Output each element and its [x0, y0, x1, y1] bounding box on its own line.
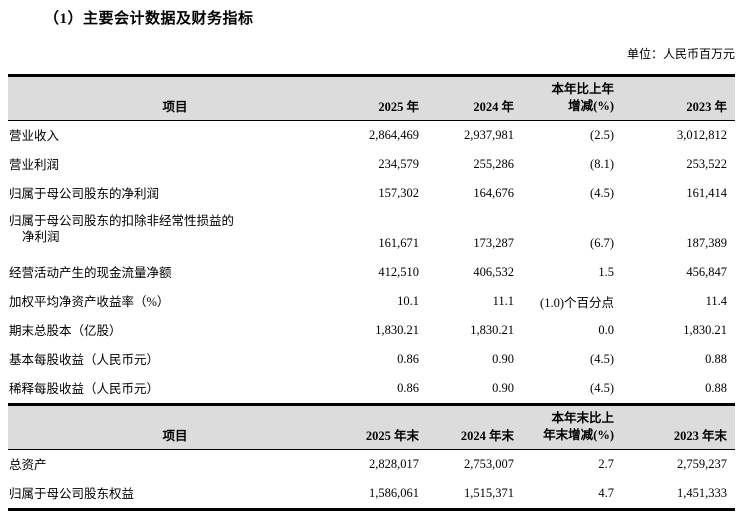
table-row: 期末总股本（亿股） 1,830.21 1,830.21 0.0 1,830.21 [8, 316, 735, 345]
row-label: 营业收入 [9, 128, 60, 143]
table-header-row: 项目 2025 年末 2024 年末 本年末比上 年末增减(%) 2023 年末 [8, 406, 735, 450]
header-change-line1: 本年末比上 [551, 411, 614, 425]
row-label-line1: 归属于母公司股东的扣除非经常性损益的 [9, 214, 235, 228]
value-2025: 234,579 [378, 157, 419, 171]
table-row: 归属于母公司股东的净利润 157,302 164,676 (4.5) 161,4… [8, 179, 735, 208]
table-row: 归属于母公司股东权益 1,586,061 1,515,371 4.7 1,451… [8, 479, 735, 508]
value-2024: 0.90 [492, 381, 514, 395]
row-label: 归属于母公司股东的扣除非经常性损益的 净利润 [8, 208, 342, 245]
row-label: 总资产 [9, 457, 47, 472]
value-2024: 2,753,007 [464, 457, 514, 471]
row-label: 期末总股本（亿股） [9, 323, 122, 338]
header-item: 项目 [162, 429, 188, 443]
value-2025: 161,671 [378, 236, 419, 250]
value-2024: 406,532 [473, 265, 514, 279]
value-2024: 0.90 [492, 352, 514, 366]
header-change-line2: 年末增减(%) [543, 428, 614, 442]
header-2023-end: 2023 年末 [673, 429, 727, 443]
header-2024: 2024 年 [473, 100, 514, 114]
header-change: 本年比上年 增减(%) [522, 81, 622, 115]
value-2025: 412,510 [378, 265, 419, 279]
table-row: 营业收入 2,864,469 2,937,981 (2.5) 3,012,812 [8, 121, 735, 150]
table-row: 营业利润 234,579 255,286 (8.1) 253,522 [8, 150, 735, 179]
value-change: (4.5) [590, 352, 614, 366]
value-2025: 0.86 [397, 352, 419, 366]
unit-label: 单位：人民币百万元 [626, 47, 735, 61]
value-change: 4.7 [598, 486, 614, 500]
row-label: 归属于母公司股东的净利润 [9, 186, 160, 201]
value-2024: 1,830.21 [470, 323, 514, 337]
value-change: (8.1) [590, 157, 614, 171]
value-2025: 0.86 [397, 381, 419, 395]
value-2025: 2,864,469 [369, 128, 419, 142]
header-2023: 2023 年 [686, 100, 727, 114]
header-2025: 2025 年 [378, 100, 419, 114]
table-row: 总资产 2,828,017 2,753,007 2.7 2,759,237 [8, 450, 735, 479]
value-change: (1.0)个百分点 [540, 296, 614, 310]
row-label: 经营活动产生的现金流量净额 [9, 265, 172, 280]
page-title: （1）主要会计数据及财务指标 [44, 11, 254, 27]
value-2023: 253,522 [686, 157, 727, 171]
value-2025: 1,586,061 [369, 486, 419, 500]
value-2024: 2,937,981 [464, 128, 514, 142]
value-change: (6.7) [590, 236, 614, 250]
value-2023: 0.88 [705, 381, 727, 395]
table-row: 经营活动产生的现金流量净额 412,510 406,532 1.5 456,84… [8, 258, 735, 287]
header-item: 项目 [162, 100, 188, 114]
table-row: 归属于母公司股东的扣除非经常性损益的 净利润 161,671 173,287 (… [8, 208, 735, 258]
value-2023: 3,012,812 [677, 128, 727, 142]
table-row: 加权平均净资产收益率（%） 10.1 11.1 (1.0)个百分点 11.4 [8, 287, 735, 316]
report-page: （1）主要会计数据及财务指标 单位：人民币百万元 项目 2025 年 2024 … [0, 7, 736, 517]
value-2023: 2,759,237 [677, 457, 727, 471]
value-2024: 1,515,371 [464, 486, 514, 500]
value-2024: 164,676 [473, 186, 514, 200]
value-change: 1.5 [598, 265, 614, 279]
value-change: (2.5) [590, 128, 614, 142]
value-2023: 187,389 [686, 236, 727, 250]
value-2025: 157,302 [378, 186, 419, 200]
value-2023: 1,451,333 [677, 486, 727, 500]
table-row: 稀释每股收益（人民币元） 0.86 0.90 (4.5) 0.88 [8, 374, 735, 403]
value-change: (4.5) [590, 381, 614, 395]
value-2023: 161,414 [686, 186, 727, 200]
value-2023: 1,830.21 [683, 323, 727, 337]
year-end-data-table: 项目 2025 年末 2024 年末 本年末比上 年末增减(%) 2023 年末… [8, 406, 735, 511]
value-2023: 0.88 [705, 352, 727, 366]
header-change: 本年末比上 年末增减(%) [522, 410, 622, 444]
value-2024: 11.1 [492, 294, 514, 308]
value-2023: 11.4 [705, 294, 727, 308]
row-label: 归属于母公司股东权益 [9, 486, 135, 501]
header-2024-end: 2024 年末 [460, 429, 514, 443]
value-2025: 1,830.21 [375, 323, 419, 337]
row-label: 基本每股收益（人民币元） [9, 352, 160, 367]
annual-data-table: 项目 2025 年 2024 年 本年比上年 增减(%) 2023 年 营业收入… [8, 74, 735, 406]
value-2024: 255,286 [473, 157, 514, 171]
value-change: 2.7 [598, 457, 614, 471]
row-label: 加权平均净资产收益率（%） [9, 294, 170, 309]
value-change: (4.5) [590, 186, 614, 200]
header-2025-end: 2025 年末 [365, 429, 419, 443]
value-change: 0.0 [598, 323, 614, 337]
row-label: 营业利润 [9, 157, 60, 172]
table-header-row: 项目 2025 年 2024 年 本年比上年 增减(%) 2023 年 [8, 74, 735, 121]
table-row: 基本每股收益（人民币元） 0.86 0.90 (4.5) 0.88 [8, 345, 735, 374]
header-change-line1: 本年比上年 [551, 82, 614, 96]
value-2023: 456,847 [686, 265, 727, 279]
value-2024: 173,287 [473, 236, 514, 250]
row-label-line2: 净利润 [22, 230, 60, 244]
value-2025: 2,828,017 [369, 457, 419, 471]
value-2025: 10.1 [397, 294, 419, 308]
header-change-line2: 增减(%) [568, 99, 614, 113]
row-label: 稀释每股收益（人民币元） [9, 381, 160, 396]
